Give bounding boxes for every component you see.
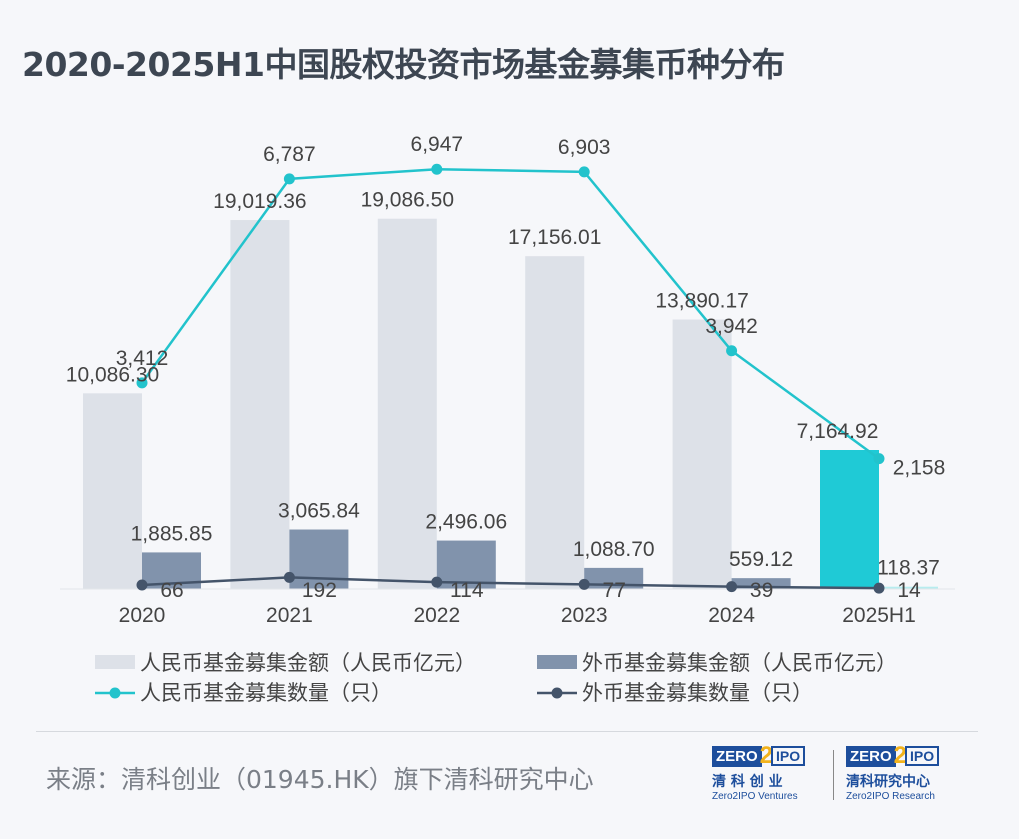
rmb-count-point	[431, 163, 443, 175]
fx-amount-label: 559.12	[729, 548, 793, 571]
legend-fx-amount-label: 外币基金募集金额（人民币亿元）	[582, 652, 897, 675]
logo-cn-text: 清科研究中心	[846, 774, 930, 790]
fx-count-label: 114	[450, 579, 484, 602]
fx-amount-label: 1,088.70	[573, 538, 655, 561]
rmb-count-point	[578, 166, 590, 178]
logo-en-text: Zero2IPO Ventures	[712, 791, 798, 802]
x-tick-label: 2022	[413, 604, 460, 627]
rmb-count-point	[136, 377, 148, 389]
fx-count-point	[726, 581, 738, 593]
rmb-amount-label: 19,086.50	[361, 189, 454, 212]
rmb-amount-bar	[230, 220, 290, 589]
rmb-count-label: 6,947	[411, 133, 464, 156]
fx-count-label: 14	[897, 579, 921, 602]
fx-amount-label: 1,885.85	[131, 522, 213, 545]
legend-rmb-amount-label: 人民币基金募集金额（人民币亿元）	[140, 652, 476, 675]
fx-count-label: 39	[750, 579, 773, 602]
fx-count-point	[283, 571, 295, 583]
zero2ipo-research-logo: ZERO 2 IPO 清科研究中心 Zero2IPO Research	[846, 742, 956, 802]
fx-count-label: 192	[302, 579, 337, 602]
rmb-count-point	[726, 345, 738, 357]
legend-fx-count-marker	[551, 687, 563, 699]
rmb-count-label: 6,903	[558, 136, 611, 159]
x-tick-label: 2020	[119, 604, 166, 627]
chart: 2020 2021 2022 2023 2024 2025H1 10,086.30 1,885…	[60, 133, 955, 705]
fx-amount-label: 2,496.06	[425, 511, 507, 534]
legend-fx-count-label: 外币基金募集数量（只）	[582, 682, 813, 705]
x-tick-label: 2025H1	[842, 604, 916, 627]
rmb-count-label: 2,158	[893, 457, 946, 480]
rmb-amount-bar	[525, 256, 585, 589]
fx-amount-label: 118.37	[877, 557, 940, 580]
rmb-count-label: 6,787	[263, 143, 316, 166]
logo-cn-text: 清 科 创 业	[712, 774, 783, 790]
logo-en-text: Zero2IPO Research	[846, 791, 935, 802]
rmb-amount-bar	[377, 218, 437, 589]
fx-count-point	[431, 576, 443, 588]
fx-count-label: 77	[603, 579, 626, 602]
fx-count-point	[136, 579, 148, 591]
source-note: 来源：清科创业（01945.HK）旗下清科研究中心	[46, 765, 594, 794]
legend-rmb-count-label: 人民币基金募集数量（只）	[140, 682, 392, 705]
chart-title: 2020-2025H1中国股权投资市场基金募集币种分布	[22, 45, 785, 84]
fx-amount-label: 3,065.84	[278, 500, 360, 523]
fx-amount-bar	[879, 586, 938, 589]
logo-separator	[833, 750, 834, 800]
rmb-count-label: 3,412	[116, 347, 169, 370]
divider	[36, 731, 978, 732]
rmb-amount-label: 17,156.01	[508, 226, 601, 249]
x-tick-label: 2021	[266, 604, 313, 627]
x-tick-label: 2024	[708, 604, 755, 627]
fx-amount-bar	[731, 578, 791, 589]
fx-count-label: 66	[160, 579, 183, 602]
rmb-amount-label: 19,019.36	[213, 190, 306, 213]
rmb-count-point	[873, 453, 885, 465]
rmb-amount-label: 7,164.92	[797, 420, 879, 443]
rmb-count-label: 3,942	[705, 315, 758, 338]
rmb-amount-bar	[672, 319, 732, 589]
fx-count-point	[578, 578, 590, 590]
rmb-count-point	[283, 173, 295, 185]
legend-rmb-count-marker	[109, 687, 121, 699]
fx-count-point	[873, 582, 885, 594]
rmb-amount-label: 13,890.17	[655, 290, 748, 313]
rmb-amount-bar	[820, 450, 879, 589]
zero2ipo-ventures-logo: ZERO 2 IPO 清 科 创 业 Zero2IPO Ventures	[712, 742, 822, 802]
fx-count-line	[141, 576, 880, 590]
rmb-amount-bar	[83, 393, 142, 589]
x-tick-label: 2023	[561, 604, 608, 627]
rmb-count-line	[140, 167, 880, 460]
legend-fx-amount-swatch	[537, 655, 577, 669]
rmb-amount-label: 10,086.30	[66, 363, 159, 386]
legend-rmb-amount-swatch	[95, 655, 135, 669]
fx-amount-bar	[436, 540, 496, 589]
